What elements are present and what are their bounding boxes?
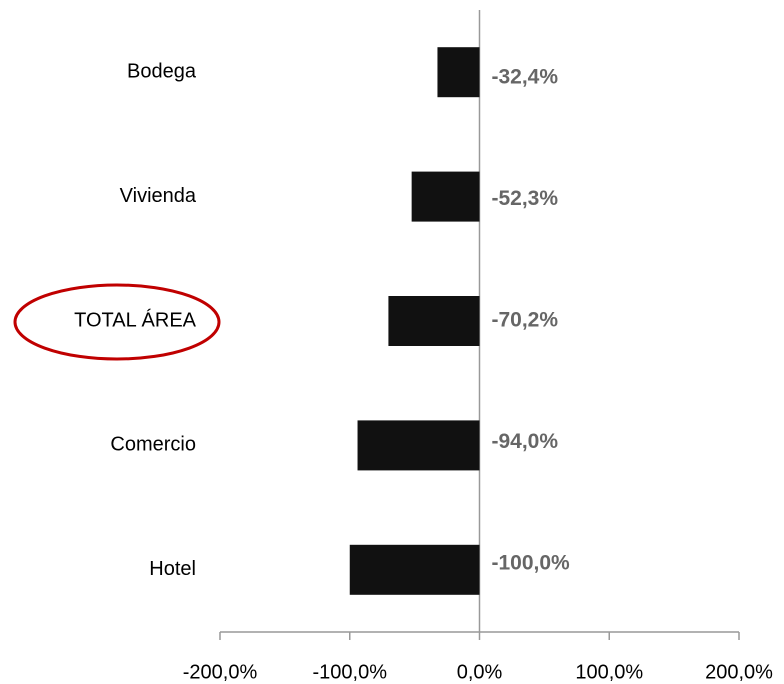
highlight-ellipse xyxy=(13,283,221,361)
y-tick-label: Vivienda xyxy=(120,185,197,207)
x-tick-label: 0,0% xyxy=(457,661,503,683)
bar xyxy=(349,544,480,595)
value-label: -100,0% xyxy=(492,551,571,574)
x-tick-label: 200,0% xyxy=(705,661,773,683)
y-tick-label: TOTAL ÁREA xyxy=(74,308,197,331)
y-tick-label: Hotel xyxy=(149,558,196,580)
y-tick-label: Comercio xyxy=(110,434,196,456)
bar xyxy=(357,420,480,471)
x-tick-label: -100,0% xyxy=(313,661,388,683)
value-label: -70,2% xyxy=(492,309,559,332)
y-tick-label: Bodega xyxy=(127,60,197,82)
value-label: -94,0% xyxy=(492,430,559,453)
x-tick-label: 100,0% xyxy=(575,661,643,683)
bar xyxy=(411,171,480,222)
value-label: -52,3% xyxy=(492,187,559,210)
bar xyxy=(388,296,480,346)
value-label: -32,4% xyxy=(492,66,559,89)
x-tick-label: -200,0% xyxy=(183,661,258,683)
bar xyxy=(437,47,480,98)
